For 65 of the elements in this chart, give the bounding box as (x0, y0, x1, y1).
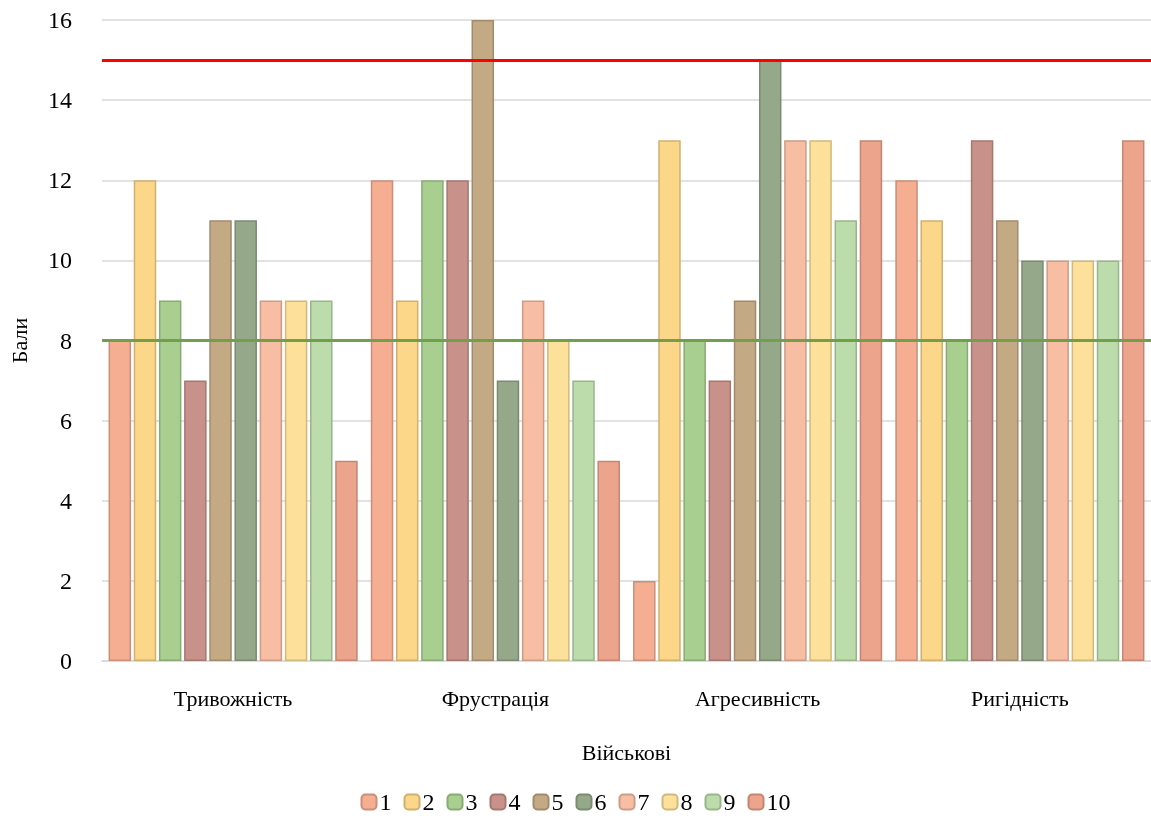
y-tick-label: 8 (60, 327, 72, 354)
y-tick-label: 14 (48, 87, 72, 114)
bar (597, 460, 620, 661)
bar (1046, 260, 1069, 661)
y-axis-title: Бали (6, 317, 32, 364)
y-tick-label: 12 (48, 167, 72, 194)
legend-label: 10 (766, 789, 791, 815)
bar (335, 460, 358, 661)
y-tick-label: 6 (60, 407, 72, 434)
bar (945, 340, 969, 661)
bar (895, 180, 918, 661)
x-tick-label: Тривожність (173, 685, 293, 711)
legend-label: 1 (379, 789, 392, 815)
bar (784, 140, 807, 661)
bar (521, 300, 545, 661)
bar (1021, 260, 1044, 661)
bar (259, 300, 283, 661)
bar (209, 220, 232, 661)
legend-label: 7 (637, 789, 650, 815)
bar (108, 340, 132, 661)
bar (683, 340, 706, 661)
y-tick-label: 2 (60, 567, 72, 594)
legend-label: 8 (680, 789, 693, 815)
bar (234, 220, 257, 661)
bar (834, 220, 858, 661)
x-tick-label: Агресивність (694, 685, 821, 711)
bar (446, 180, 469, 661)
y-tick-label: 16 (48, 7, 72, 33)
bar (708, 380, 732, 661)
legend-label: 9 (723, 789, 736, 815)
legend-label: 2 (422, 789, 435, 815)
bar (547, 340, 570, 661)
x-tick-label: Фрустрація (441, 685, 550, 711)
y-tick-label: 4 (60, 487, 72, 514)
bar (133, 180, 157, 661)
legend-label: 4 (508, 789, 521, 815)
bar (970, 140, 994, 661)
bar (1071, 260, 1095, 661)
bar (733, 300, 757, 661)
bar (920, 220, 943, 661)
legend-label: 3 (465, 789, 478, 815)
bar (572, 380, 595, 661)
bar (184, 380, 207, 661)
bar (633, 580, 656, 661)
bar (395, 300, 419, 661)
y-tick-label: 0 (60, 648, 72, 674)
bar (859, 140, 883, 661)
bar (996, 220, 1019, 661)
bar (284, 300, 308, 661)
bar (421, 180, 444, 661)
bar (496, 380, 520, 661)
legend-label: 6 (594, 789, 607, 815)
bar (310, 300, 333, 661)
bar (1096, 260, 1120, 661)
bar (471, 20, 495, 661)
bar (370, 180, 394, 661)
x-tick-label: Ригідність (971, 685, 1069, 711)
bar (658, 140, 681, 661)
bar (758, 60, 782, 661)
legend-label: 5 (551, 789, 564, 815)
bar (809, 140, 832, 661)
y-tick-label: 10 (48, 247, 72, 274)
x-axis-title: Військові (581, 739, 672, 765)
bar (158, 300, 182, 661)
bar (1121, 140, 1145, 661)
